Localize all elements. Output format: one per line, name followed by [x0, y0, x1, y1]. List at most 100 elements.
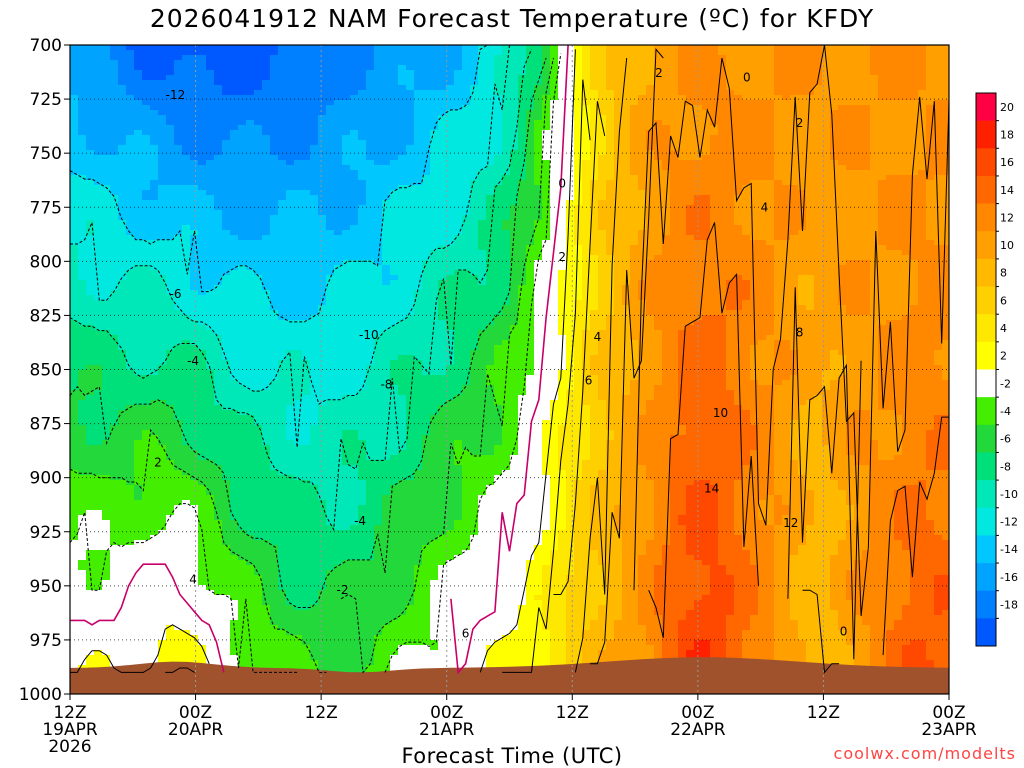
- temperature-cell: [214, 335, 223, 341]
- temperature-cell: [126, 295, 135, 301]
- temperature-cell: [182, 230, 191, 236]
- temperature-cell: [94, 625, 103, 631]
- temperature-cell: [302, 245, 311, 251]
- temperature-cell: [334, 380, 343, 386]
- temperature-cell: [150, 655, 159, 661]
- temperature-cell: [206, 235, 215, 241]
- temperature-cell: [134, 500, 143, 506]
- temperature-cell: [142, 565, 151, 571]
- temperature-cell: [262, 555, 271, 561]
- temperature-cell: [110, 600, 119, 606]
- temperature-cell: [334, 95, 343, 101]
- temperature-cell: [174, 535, 183, 541]
- temperature-cell: [222, 270, 231, 276]
- temperature-cell: [326, 465, 335, 471]
- temperature-cell: [78, 505, 87, 511]
- temperature-cell: [254, 415, 263, 421]
- temperature-cell: [366, 305, 375, 311]
- temperature-cell: [222, 650, 231, 656]
- temperature-cell: [238, 330, 247, 336]
- temperature-cell: [294, 545, 303, 551]
- temperature-cell: [254, 620, 263, 626]
- temperature-cell: [86, 325, 95, 331]
- temperature-cell: [110, 120, 119, 126]
- temperature-cell: [190, 490, 199, 496]
- temperature-cell: [94, 440, 103, 446]
- temperature-cell: [286, 635, 295, 641]
- temperature-cell: [262, 605, 271, 611]
- temperature-cell: [374, 220, 383, 226]
- temperature-cell: [198, 220, 207, 226]
- temperature-cell: [102, 105, 111, 111]
- temperature-cell: [78, 340, 87, 346]
- temperature-cell: [278, 280, 287, 286]
- temperature-cell: [142, 350, 151, 356]
- temperature-cell: [366, 170, 375, 176]
- temperature-cell: [262, 95, 271, 101]
- temperature-cell: [142, 635, 151, 641]
- temperature-cell: [118, 45, 127, 51]
- temperature-cell: [142, 590, 151, 596]
- temperature-cell: [158, 490, 167, 496]
- temperature-cell: [270, 295, 279, 301]
- temperature-cell: [182, 135, 191, 141]
- temperature-cell: [198, 95, 207, 101]
- temperature-cell: [214, 130, 223, 136]
- temperature-cell: [118, 155, 127, 161]
- temperature-cell: [302, 510, 311, 516]
- temperature-cell: [70, 325, 79, 331]
- temperature-cell: [102, 225, 111, 231]
- temperature-cell: [182, 305, 191, 311]
- temperature-cell: [118, 170, 127, 176]
- temperature-cell: [134, 120, 143, 126]
- temperature-cell: [182, 70, 191, 76]
- temperature-cell: [118, 215, 127, 221]
- temperature-cell: [214, 90, 223, 96]
- temperature-cell: [190, 625, 199, 631]
- temperature-cell: [86, 485, 95, 491]
- temperature-cell: [358, 435, 367, 441]
- temperature-cell: [102, 175, 111, 181]
- temperature-cell: [70, 600, 79, 606]
- temperature-cell: [214, 605, 223, 611]
- temperature-cell: [182, 330, 191, 336]
- temperature-cell: [318, 260, 327, 266]
- temperature-cell: [110, 555, 119, 561]
- temperature-cell: [190, 350, 199, 356]
- temperature-cell: [326, 640, 335, 646]
- temperature-cell: [86, 155, 95, 161]
- temperature-cell: [142, 645, 151, 651]
- temperature-cell: [86, 635, 95, 641]
- temperature-cell: [166, 620, 175, 626]
- temperature-cell: [294, 650, 303, 656]
- temperature-cell: [158, 255, 167, 261]
- temperature-cell: [294, 610, 303, 616]
- temperature-cell: [78, 480, 87, 486]
- temperature-cell: [270, 380, 279, 386]
- temperature-cell: [230, 355, 239, 361]
- temperature-cell: [302, 560, 311, 566]
- temperature-cell: [318, 305, 327, 311]
- temperature-cell: [102, 485, 111, 491]
- temperature-cell: [198, 385, 207, 391]
- temperature-cell: [286, 655, 295, 661]
- temperature-cell: [366, 585, 375, 591]
- temperature-cell: [278, 220, 287, 226]
- temperature-cell: [174, 250, 183, 256]
- temperature-cell: [86, 215, 95, 221]
- temperature-cell: [78, 435, 87, 441]
- temperature-cell: [134, 375, 143, 381]
- temperature-cell: [118, 620, 127, 626]
- temperature-cell: [294, 410, 303, 416]
- temperature-cell: [326, 645, 335, 651]
- temperature-cell: [150, 240, 159, 246]
- temperature-cell: [86, 170, 95, 176]
- temperature-cell: [126, 570, 135, 576]
- temperature-cell: [278, 50, 287, 56]
- temperature-cell: [350, 215, 359, 221]
- temperature-cell: [278, 535, 287, 541]
- temperature-cell: [318, 65, 327, 71]
- temperature-cell: [366, 270, 375, 276]
- temperature-cell: [198, 635, 207, 641]
- temperature-cell: [222, 380, 231, 386]
